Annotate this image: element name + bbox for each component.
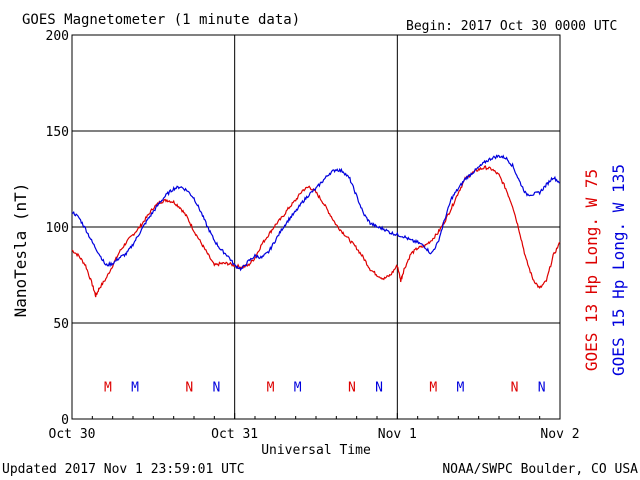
y-axis-ticks: 0 50 100 150 200 <box>46 29 69 428</box>
orbit-marker-N: N <box>375 380 383 395</box>
series-layer <box>71 154 561 298</box>
y-tick-label: 100 <box>46 221 69 236</box>
legend-entry-goes15: GOES 15 Hp Long. W 135 <box>609 164 628 376</box>
orbit-marker-M: M <box>429 380 437 395</box>
y-tick-label: 0 <box>61 413 69 428</box>
orbit-marker-N: N <box>511 380 519 395</box>
orbit-marker-N: N <box>348 380 356 395</box>
orbit-marker-N: N <box>538 380 546 395</box>
x-tick-label: Nov 2 <box>540 427 579 442</box>
y-tick-label: 50 <box>53 317 69 332</box>
x-tick-label: Nov 1 <box>378 427 417 442</box>
chart-title: GOES Magnetometer (1 minute data) <box>22 12 300 28</box>
series-line-goes13 <box>71 165 561 298</box>
x-axis-label: Universal Time <box>261 443 371 458</box>
series-line-goes15 <box>71 154 560 272</box>
x-tick-label: Oct 30 <box>49 427 96 442</box>
orbit-marker-M: M <box>267 380 275 395</box>
updated-label: Updated 2017 Nov 1 23:59:01 UTC <box>2 462 245 477</box>
orbit-marker-M: M <box>104 380 112 395</box>
credit-label: NOAA/SWPC Boulder, CO USA <box>442 462 638 477</box>
y-tick-label: 150 <box>46 125 69 140</box>
orbit-marker-M: M <box>456 380 464 395</box>
x-axis-ticks: Oct 30 Oct 31 Nov 1 Nov 2 <box>49 413 580 442</box>
orbit-marker-N: N <box>185 380 193 395</box>
orbit-marker-M: M <box>131 380 139 395</box>
legend: GOES 13 Hp Long. W 75 GOES 15 Hp Long. W … <box>582 164 628 376</box>
orbit-marker-N: N <box>212 380 220 395</box>
x-tick-label: Oct 31 <box>211 427 258 442</box>
begin-label: Begin: 2017 Oct 30 0000 UTC <box>406 19 617 34</box>
legend-entry-goes13: GOES 13 Hp Long. W 75 <box>582 169 601 371</box>
y-tick-label: 200 <box>46 29 69 44</box>
orbit-marker-M: M <box>294 380 302 395</box>
y-axis-label: NanoTesla (nT) <box>11 183 30 318</box>
grid-lines <box>72 35 560 419</box>
